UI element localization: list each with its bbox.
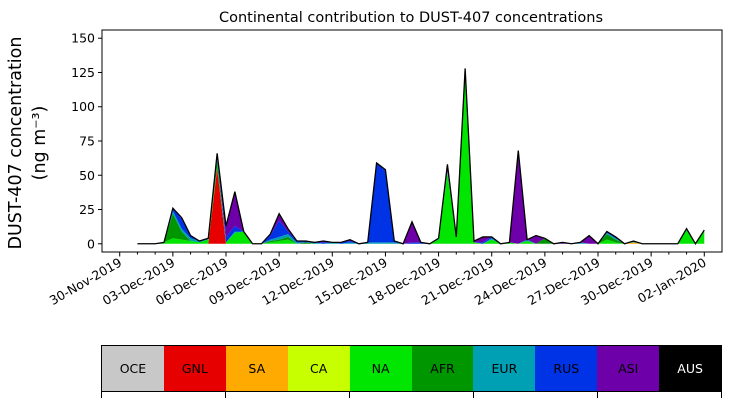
plot-area [137,68,705,246]
plot-frame [101,29,723,253]
legend-eur: EUR [473,346,536,391]
y-tick-label: 100 [71,99,95,114]
y-axis-unit: (ng m⁻³) [30,106,50,181]
y-tick-label: 150 [71,31,95,46]
legend-na: NA [349,346,412,391]
total-line [137,68,705,246]
y-tick-label: 0 [87,236,95,251]
legend-asi: ASI [597,346,660,391]
y-tick-label: 125 [71,65,95,80]
legend-gnl: GNL [163,346,226,391]
y-tick-label: 50 [79,168,95,183]
legend-tick [101,392,102,398]
y-tick-label: 25 [79,202,95,217]
legend-sa: SA [225,346,288,391]
y-tick-label: 75 [79,134,95,149]
region-legend: OCE GNL SA CA NA AFR EUR RUS ASI AUS [101,345,722,392]
legend-tick [473,392,474,398]
legend-aus: AUS [659,346,722,391]
legend-tick [721,392,722,398]
legend-rus: RUS [535,346,598,391]
legend-ca: CA [287,346,350,391]
y-axis-label: DUST-407 concentration [6,37,26,250]
legend-tick [349,392,350,398]
chart-title: Continental contribution to DUST-407 con… [219,10,603,26]
legend-tick [225,392,226,398]
legend-oce: OCE [102,346,164,391]
legend-afr: AFR [411,346,474,391]
legend-tick [597,392,598,398]
